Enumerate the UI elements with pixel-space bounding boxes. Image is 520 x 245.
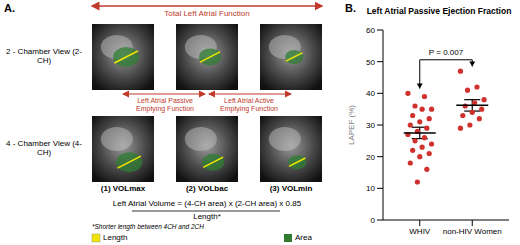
html-text:Length*: Length*: [193, 212, 221, 221]
html-text:4 - Chamber View (4-CH): 4 - Chamber View (4-CH): [6, 139, 82, 157]
html-text:(1) VOLmax: (1) VOLmax: [100, 184, 146, 193]
html-text:A.: A.: [4, 2, 15, 14]
html-text:Length: Length: [103, 233, 128, 242]
svg-text:non-HIV Women: non-HIV Women: [443, 227, 502, 236]
svg-text:10: 10: [366, 184, 375, 193]
html-text:Total Left Atrial Function: Total Left Atrial Function: [164, 9, 250, 18]
html-text:(2) VOLbac: (2) VOLbac: [185, 184, 229, 193]
html-text:(3) VOLmin: (3) VOLmin: [269, 184, 313, 193]
html-text:Left Atrial Passive Emptying F: Left Atrial Passive Emptying Function: [136, 97, 194, 112]
svg-text:40: 40: [366, 89, 375, 98]
html-text:*Shorter length between 4CH an: *Shorter length between 4CH and 2CH: [92, 223, 204, 230]
html-text:Left Atrial Active Emptying Fu: Left Atrial Active Emptying Function: [220, 97, 278, 112]
svg-text:20: 20: [366, 153, 375, 162]
svg-text:50: 50: [366, 58, 375, 67]
svg-text:0: 0: [371, 216, 376, 225]
svg-text:WHIV: WHIV: [409, 227, 431, 236]
svg-text:60: 60: [366, 26, 375, 35]
html-text:Area: Area: [295, 233, 312, 242]
svg-text:30: 30: [366, 121, 375, 130]
html-text:B.: B.: [345, 2, 356, 14]
svg-text:P = 0.007: P = 0.007: [429, 48, 464, 57]
svg-text:LAPEF (%): LAPEF (%): [347, 105, 356, 145]
html-text:2 - Chamber View (2-CH): 2 - Chamber View (2-CH): [6, 47, 82, 65]
html-text:Left Atrial Passive Ejection F: Left Atrial Passive Ejection Fraction: [366, 6, 512, 16]
html-text:Left Atrial Volume = (4-CH are: Left Atrial Volume = (4-CH area) x (2-CH…: [112, 199, 302, 208]
